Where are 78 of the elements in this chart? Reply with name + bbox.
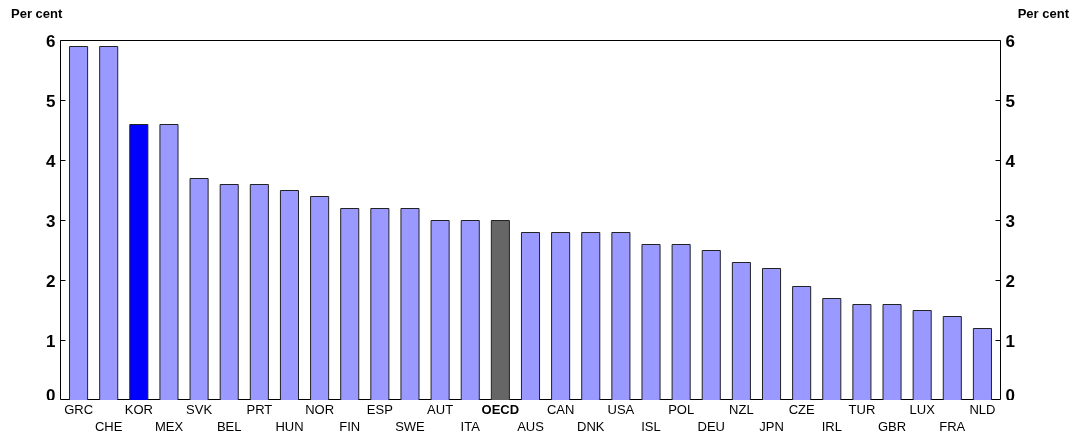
bar <box>249 184 269 400</box>
x-tick-label: FIN <box>339 418 361 434</box>
y2-tick-label: 2 <box>1005 271 1015 291</box>
bar <box>942 316 962 400</box>
x-tick-label: CZE <box>788 402 815 418</box>
y2-tick-label: 1 <box>1005 331 1015 351</box>
x-tick-label: SWE <box>395 418 426 434</box>
y-tick-label: 5 <box>46 91 56 111</box>
x-tick-label: LUX <box>909 402 936 418</box>
x-tick-label: NLD <box>969 402 996 418</box>
x-tick-label: CHE <box>94 418 123 434</box>
x-tick-label: JPN <box>759 418 784 434</box>
x-tick-label: MEX <box>154 418 184 434</box>
bar <box>490 220 510 400</box>
bar <box>430 220 450 400</box>
bar <box>852 304 872 400</box>
x-tick-label: FRA <box>939 418 966 434</box>
y-tick-label: 0 <box>46 385 56 405</box>
bar <box>611 232 631 400</box>
bar <box>69 46 89 400</box>
x-tick-label: POL <box>668 402 695 418</box>
bar <box>520 232 541 400</box>
bar <box>701 250 721 400</box>
bar <box>370 208 390 400</box>
x-tick-label: NOR <box>305 402 335 418</box>
bar <box>460 220 480 400</box>
y-tick-label: 6 <box>46 31 56 51</box>
x-tick-label: KOR <box>124 402 153 418</box>
bar <box>551 232 571 400</box>
y-tick-label: 1 <box>46 331 56 351</box>
x-tick-label: CAN <box>546 402 575 418</box>
bar <box>912 310 932 400</box>
bar <box>882 304 902 400</box>
y-tick-label: 3 <box>46 211 56 231</box>
bar <box>219 184 239 400</box>
y2-tick-label: 6 <box>1005 31 1015 51</box>
x-tick-label: ISL <box>641 418 661 434</box>
bar <box>129 124 149 400</box>
bar <box>671 244 691 400</box>
bar <box>189 178 209 400</box>
x-tick-label: SVK <box>186 402 213 418</box>
bar <box>159 124 179 400</box>
y-axis-title: Per cent <box>11 5 63 23</box>
x-tick-label: USA <box>607 402 635 418</box>
x-tick-label: GBR <box>877 418 907 434</box>
y2-tick-label: 5 <box>1005 91 1015 111</box>
bar <box>400 208 420 400</box>
x-tick-label: HUN <box>275 418 304 434</box>
x-tick-label: AUS <box>517 418 545 434</box>
x-tick-label: DNK <box>577 418 605 434</box>
y2-tick-label: 0 <box>1005 385 1015 405</box>
x-tick-label: AUT <box>427 402 454 418</box>
bar <box>581 232 601 400</box>
x-tick-label: ITA <box>460 418 481 434</box>
x-tick-label: TUR <box>848 402 876 418</box>
y2-tick-label: 4 <box>1005 151 1016 171</box>
bar <box>279 190 300 400</box>
bar <box>731 262 751 400</box>
bar <box>792 286 812 400</box>
x-tick-label: BEL <box>216 418 242 434</box>
bar <box>310 196 330 400</box>
bar <box>972 328 992 400</box>
x-tick-label: ESP <box>366 402 393 418</box>
x-tick-label: GRC <box>64 402 94 418</box>
bar <box>641 244 661 400</box>
x-tick-label: PRT <box>246 402 273 418</box>
x-tick-label: NZL <box>729 402 754 418</box>
y2-axis-title: Per cent <box>1017 5 1069 23</box>
bar <box>340 208 360 400</box>
x-tick-label: OECD <box>481 402 520 418</box>
y2-tick-label: 3 <box>1005 211 1015 231</box>
bar <box>822 298 842 400</box>
x-tick-label: IRL <box>821 418 842 434</box>
y-tick-label: 4 <box>46 151 57 171</box>
x-tick-label: DEU <box>697 418 725 434</box>
bar <box>99 46 119 400</box>
bar <box>761 268 782 400</box>
y-tick-label: 2 <box>46 271 56 291</box>
